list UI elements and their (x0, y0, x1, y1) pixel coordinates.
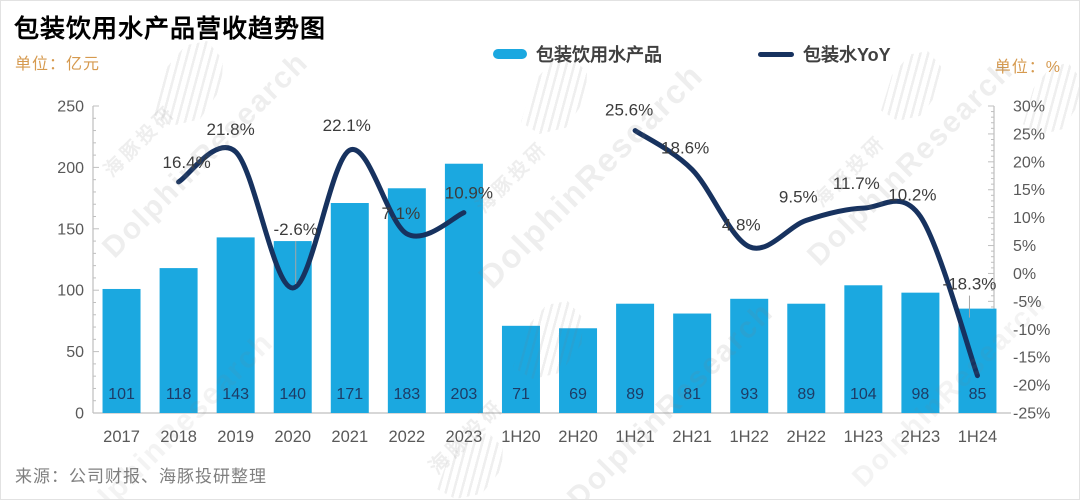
legend-line-swatch (758, 51, 794, 57)
yoy-point-label: 10.2% (888, 186, 936, 205)
yoy-point-label: 25.6% (605, 101, 653, 120)
bar-value-label: 93 (740, 386, 758, 403)
x-axis-category-label: 2020 (274, 428, 311, 446)
x-axis-category-label: 2H21 (672, 428, 711, 446)
x-axis-category-label: 1H23 (844, 428, 883, 446)
revenue-bar (559, 328, 598, 413)
unit-left-label: 单位：亿元 (15, 56, 101, 73)
x-axis-category-label: 2023 (446, 428, 483, 446)
x-axis-category-label: 1H21 (615, 428, 654, 446)
revenue-bar (958, 308, 997, 413)
chart-legend: 包装饮用水产品 包装水YoY (493, 41, 891, 67)
bar-value-label: 69 (569, 386, 587, 403)
x-axis-category-label: 1H22 (729, 428, 768, 446)
source-note: 来源：公司财报、海豚投研整理 (15, 467, 267, 486)
x-axis-category-label: 2019 (217, 428, 254, 446)
bar-value-label: 140 (279, 386, 306, 403)
yoy-data-labels: 16.4% 21.8% -2.6% 22.1% 7.1% 10.9% 25.6% 18.6% 4… (162, 101, 996, 318)
legend-item-bar-series: 包装饮用水产品 (493, 41, 662, 67)
right-axis-tick: 0% (1013, 266, 1036, 283)
bar-value-label: 104 (850, 386, 877, 403)
revenue-bar (787, 303, 826, 413)
x-axis-category-label: 1H20 (501, 428, 540, 446)
legend-bar-label: 包装饮用水产品 (536, 45, 662, 65)
revenue-bar (844, 285, 883, 413)
left-axis-tick: 0 (75, 406, 84, 423)
x-axis-category-label: 2021 (331, 428, 368, 446)
x-axis-category-label: 2018 (160, 428, 197, 446)
revenue-bar (444, 163, 483, 413)
legend-item-line-series: 包装水YoY (758, 41, 891, 67)
unit-right-label: 单位：% (994, 59, 1061, 76)
x-axis-category-label: 2H20 (558, 428, 597, 446)
right-axis-tick: -25% (1013, 406, 1050, 423)
yoy-point-label: 22.1% (323, 116, 371, 135)
revenue-bar (673, 313, 712, 413)
bar-value-label: 85 (969, 386, 987, 403)
x-axis-category-label: 1H24 (958, 428, 997, 446)
bar-value-label: 203 (451, 386, 478, 403)
legend-line-label: 包装水YoY (803, 45, 891, 65)
bar-value-label: 89 (626, 386, 644, 403)
bar-value-label: 101 (108, 386, 135, 403)
right-axis-tick: 25% (1013, 126, 1045, 143)
yoy-point-label: 10.9% (445, 184, 493, 203)
yoy-line-series (176, 128, 980, 379)
x-axis-category-label: 2H23 (901, 428, 940, 446)
yoy-point-label: 9.5% (779, 187, 818, 206)
revenue-bar (159, 268, 198, 413)
bar-series (102, 163, 997, 413)
right-axis-tick: 15% (1013, 182, 1045, 199)
bar-value-labels: 101 118 143 140 171 183 203 71 69 89 81 93 89 104 98 85 (108, 386, 986, 403)
bar-value-label: 183 (393, 386, 420, 403)
right-axis-tick: 20% (1013, 154, 1045, 171)
page-title: 包装饮用水产品营收趋势图 (14, 15, 327, 43)
yoy-point-label: -18.3% (943, 275, 997, 294)
bar-value-label: 89 (797, 386, 815, 403)
yoy-point-label: -2.6% (274, 220, 318, 239)
legend-bar-swatch (493, 49, 527, 59)
revenue-bar (387, 188, 426, 413)
right-axis-tick: -10% (1013, 322, 1050, 339)
right-axis-tick: -15% (1013, 350, 1050, 367)
bar-value-label: 81 (683, 386, 701, 403)
bar-value-label: 118 (166, 386, 192, 403)
revenue-bar (216, 237, 255, 413)
revenue-bar (501, 325, 540, 413)
x-axis-category-label: 2017 (103, 428, 140, 446)
revenue-bar (730, 298, 769, 413)
left-axis-tick: 200 (57, 160, 84, 177)
left-axis-tick: 250 (57, 99, 84, 116)
left-axis-tick: 50 (66, 344, 84, 361)
yoy-point-label: 21.8% (207, 120, 255, 139)
yoy-line-path (176, 145, 467, 291)
right-axis-tick: 30% (1013, 99, 1045, 116)
right-axis-tick: 10% (1013, 210, 1045, 227)
left-axis-tick: 100 (57, 283, 84, 300)
yoy-point-label: 11.7% (833, 174, 880, 193)
revenue-bar (102, 288, 141, 413)
bar-value-label: 71 (512, 386, 530, 403)
axis-tick-labels: 0 50 100 150 200 250 -25% -20% -15% -10% -5% 0% 5% 10… (57, 99, 1050, 447)
bar-value-label: 171 (336, 386, 363, 403)
revenue-bar (901, 292, 940, 413)
right-axis-tick: -5% (1013, 294, 1041, 311)
yoy-point-label: 7.1% (381, 204, 420, 223)
bar-value-label: 98 (912, 386, 930, 403)
yoy-line-path (632, 128, 980, 379)
yoy-point-label: 4.8% (722, 216, 761, 235)
yoy-point-label: 16.4% (162, 153, 210, 172)
left-axis-tick: 150 (57, 221, 84, 238)
x-axis-category-label: 2022 (388, 428, 425, 446)
bar-value-label: 143 (222, 386, 249, 403)
right-axis-tick: 5% (1013, 238, 1036, 255)
yoy-point-label: 18.6% (661, 139, 709, 158)
x-axis-category-label: 2H22 (787, 428, 826, 446)
right-axis-tick: -20% (1013, 378, 1050, 395)
revenue-bar (616, 303, 655, 413)
revenue-bar (330, 203, 369, 413)
